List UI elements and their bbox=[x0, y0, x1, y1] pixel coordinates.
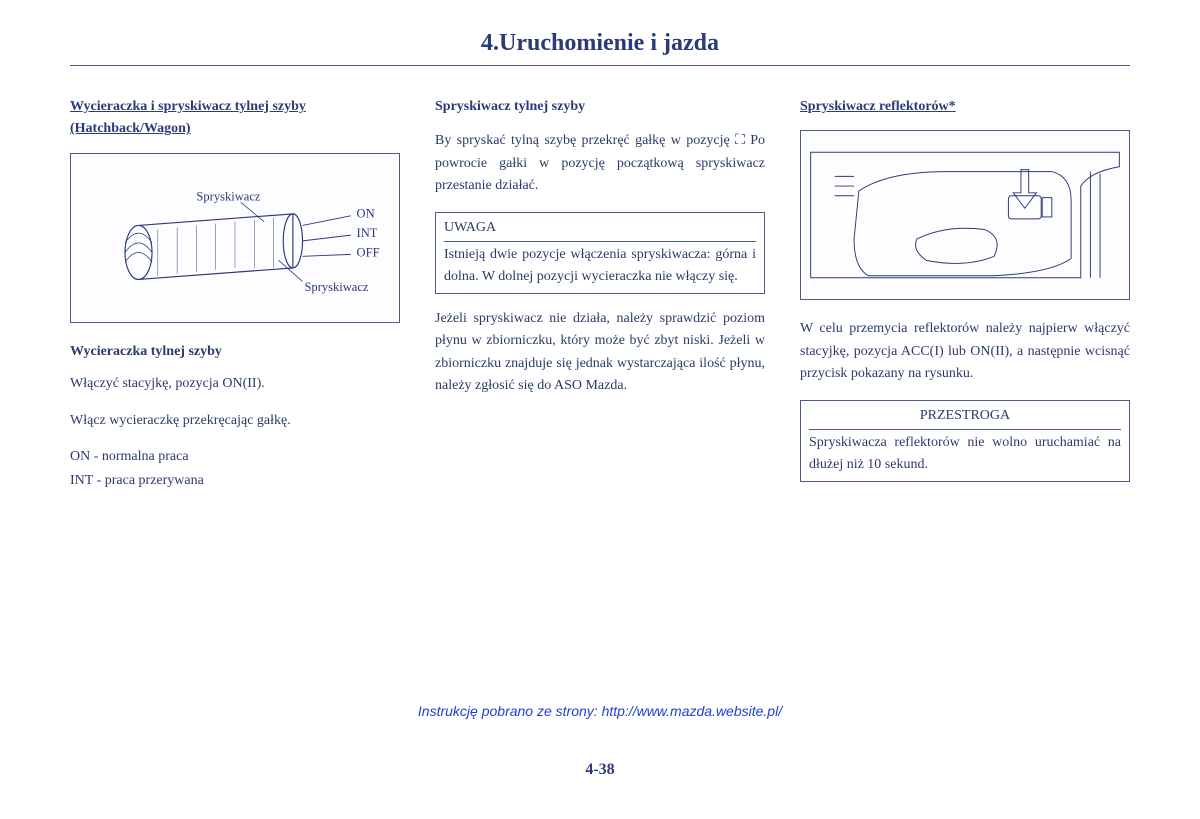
col2-para1: By spryskać tylną szybę przekręć gałkę w… bbox=[435, 130, 765, 197]
col2-para2: Jeżeli spryskiwacz nie działa, należy sp… bbox=[435, 308, 765, 398]
chapter-title: 4.Uruchomienie i jazda bbox=[70, 30, 1130, 57]
lever-label-bottom: Spryskiwacz bbox=[304, 280, 368, 294]
lever-pos-int: INT bbox=[357, 226, 378, 240]
col1-legend1: ON - normalna praca bbox=[70, 446, 400, 468]
col1-legend2: INT - praca przerywana bbox=[70, 470, 400, 492]
przestroga-text: Spryskiwacza reflektorów nie wolno uruch… bbox=[809, 432, 1121, 477]
page-number: 4-38 bbox=[0, 761, 1200, 779]
col3-heading: Spryskiwacz reflektorów* bbox=[800, 96, 1130, 118]
column-right: Spryskiwacz reflektorów* bbox=[800, 96, 1130, 496]
lever-diagram: Spryskiwacz Spryskiwacz ON INT OFF bbox=[70, 153, 400, 323]
col1-para1: Włączyć stacyjkę, pozycja ON(II). bbox=[70, 373, 400, 395]
lever-label-top: Spryskiwacz bbox=[196, 189, 260, 203]
interior-diagram bbox=[800, 130, 1130, 300]
lever-pos-on: ON bbox=[357, 207, 375, 221]
uwaga-text: Istnieją dwie pozycje włączenia spryskiw… bbox=[444, 244, 756, 289]
col2-heading: Spryskiwacz tylnej szyby bbox=[435, 96, 765, 118]
przestroga-notice: PRZESTROGA Spryskiwacza reflektorów nie … bbox=[800, 400, 1130, 482]
footer-link-label: Instrukcję pobrano ze strony: bbox=[418, 703, 602, 719]
interior-diagram-svg bbox=[801, 131, 1129, 299]
footer-link-line: Instrukcję pobrano ze strony: http://www… bbox=[0, 703, 1200, 719]
przestroga-title: PRZESTROGA bbox=[809, 405, 1121, 430]
lever-pos-off: OFF bbox=[357, 245, 380, 259]
col1-heading: Wycieraczka i spryskiwacz tylnej szyby (… bbox=[70, 96, 400, 141]
horizontal-rule bbox=[70, 65, 1130, 66]
footer-link-url[interactable]: http://www.mazda.website.pl/ bbox=[602, 703, 783, 719]
lever-diagram-svg: Spryskiwacz Spryskiwacz ON INT OFF bbox=[71, 154, 399, 322]
uwaga-notice: UWAGA Istnieją dwie pozycje włączenia sp… bbox=[435, 212, 765, 294]
col3-para1: W celu przemycia reflektorów należy najp… bbox=[800, 318, 1130, 385]
col1-subheading: Wycieraczka tylnej szyby bbox=[70, 341, 400, 363]
col1-para2: Włącz wycieraczkę przekręcając gałkę. bbox=[70, 410, 400, 432]
uwaga-title: UWAGA bbox=[444, 217, 756, 242]
content-columns: Wycieraczka i spryskiwacz tylnej szyby (… bbox=[70, 96, 1130, 496]
column-middle: Spryskiwacz tylnej szyby By spryskać tyl… bbox=[435, 96, 765, 411]
column-left: Wycieraczka i spryskiwacz tylnej szyby (… bbox=[70, 96, 400, 495]
